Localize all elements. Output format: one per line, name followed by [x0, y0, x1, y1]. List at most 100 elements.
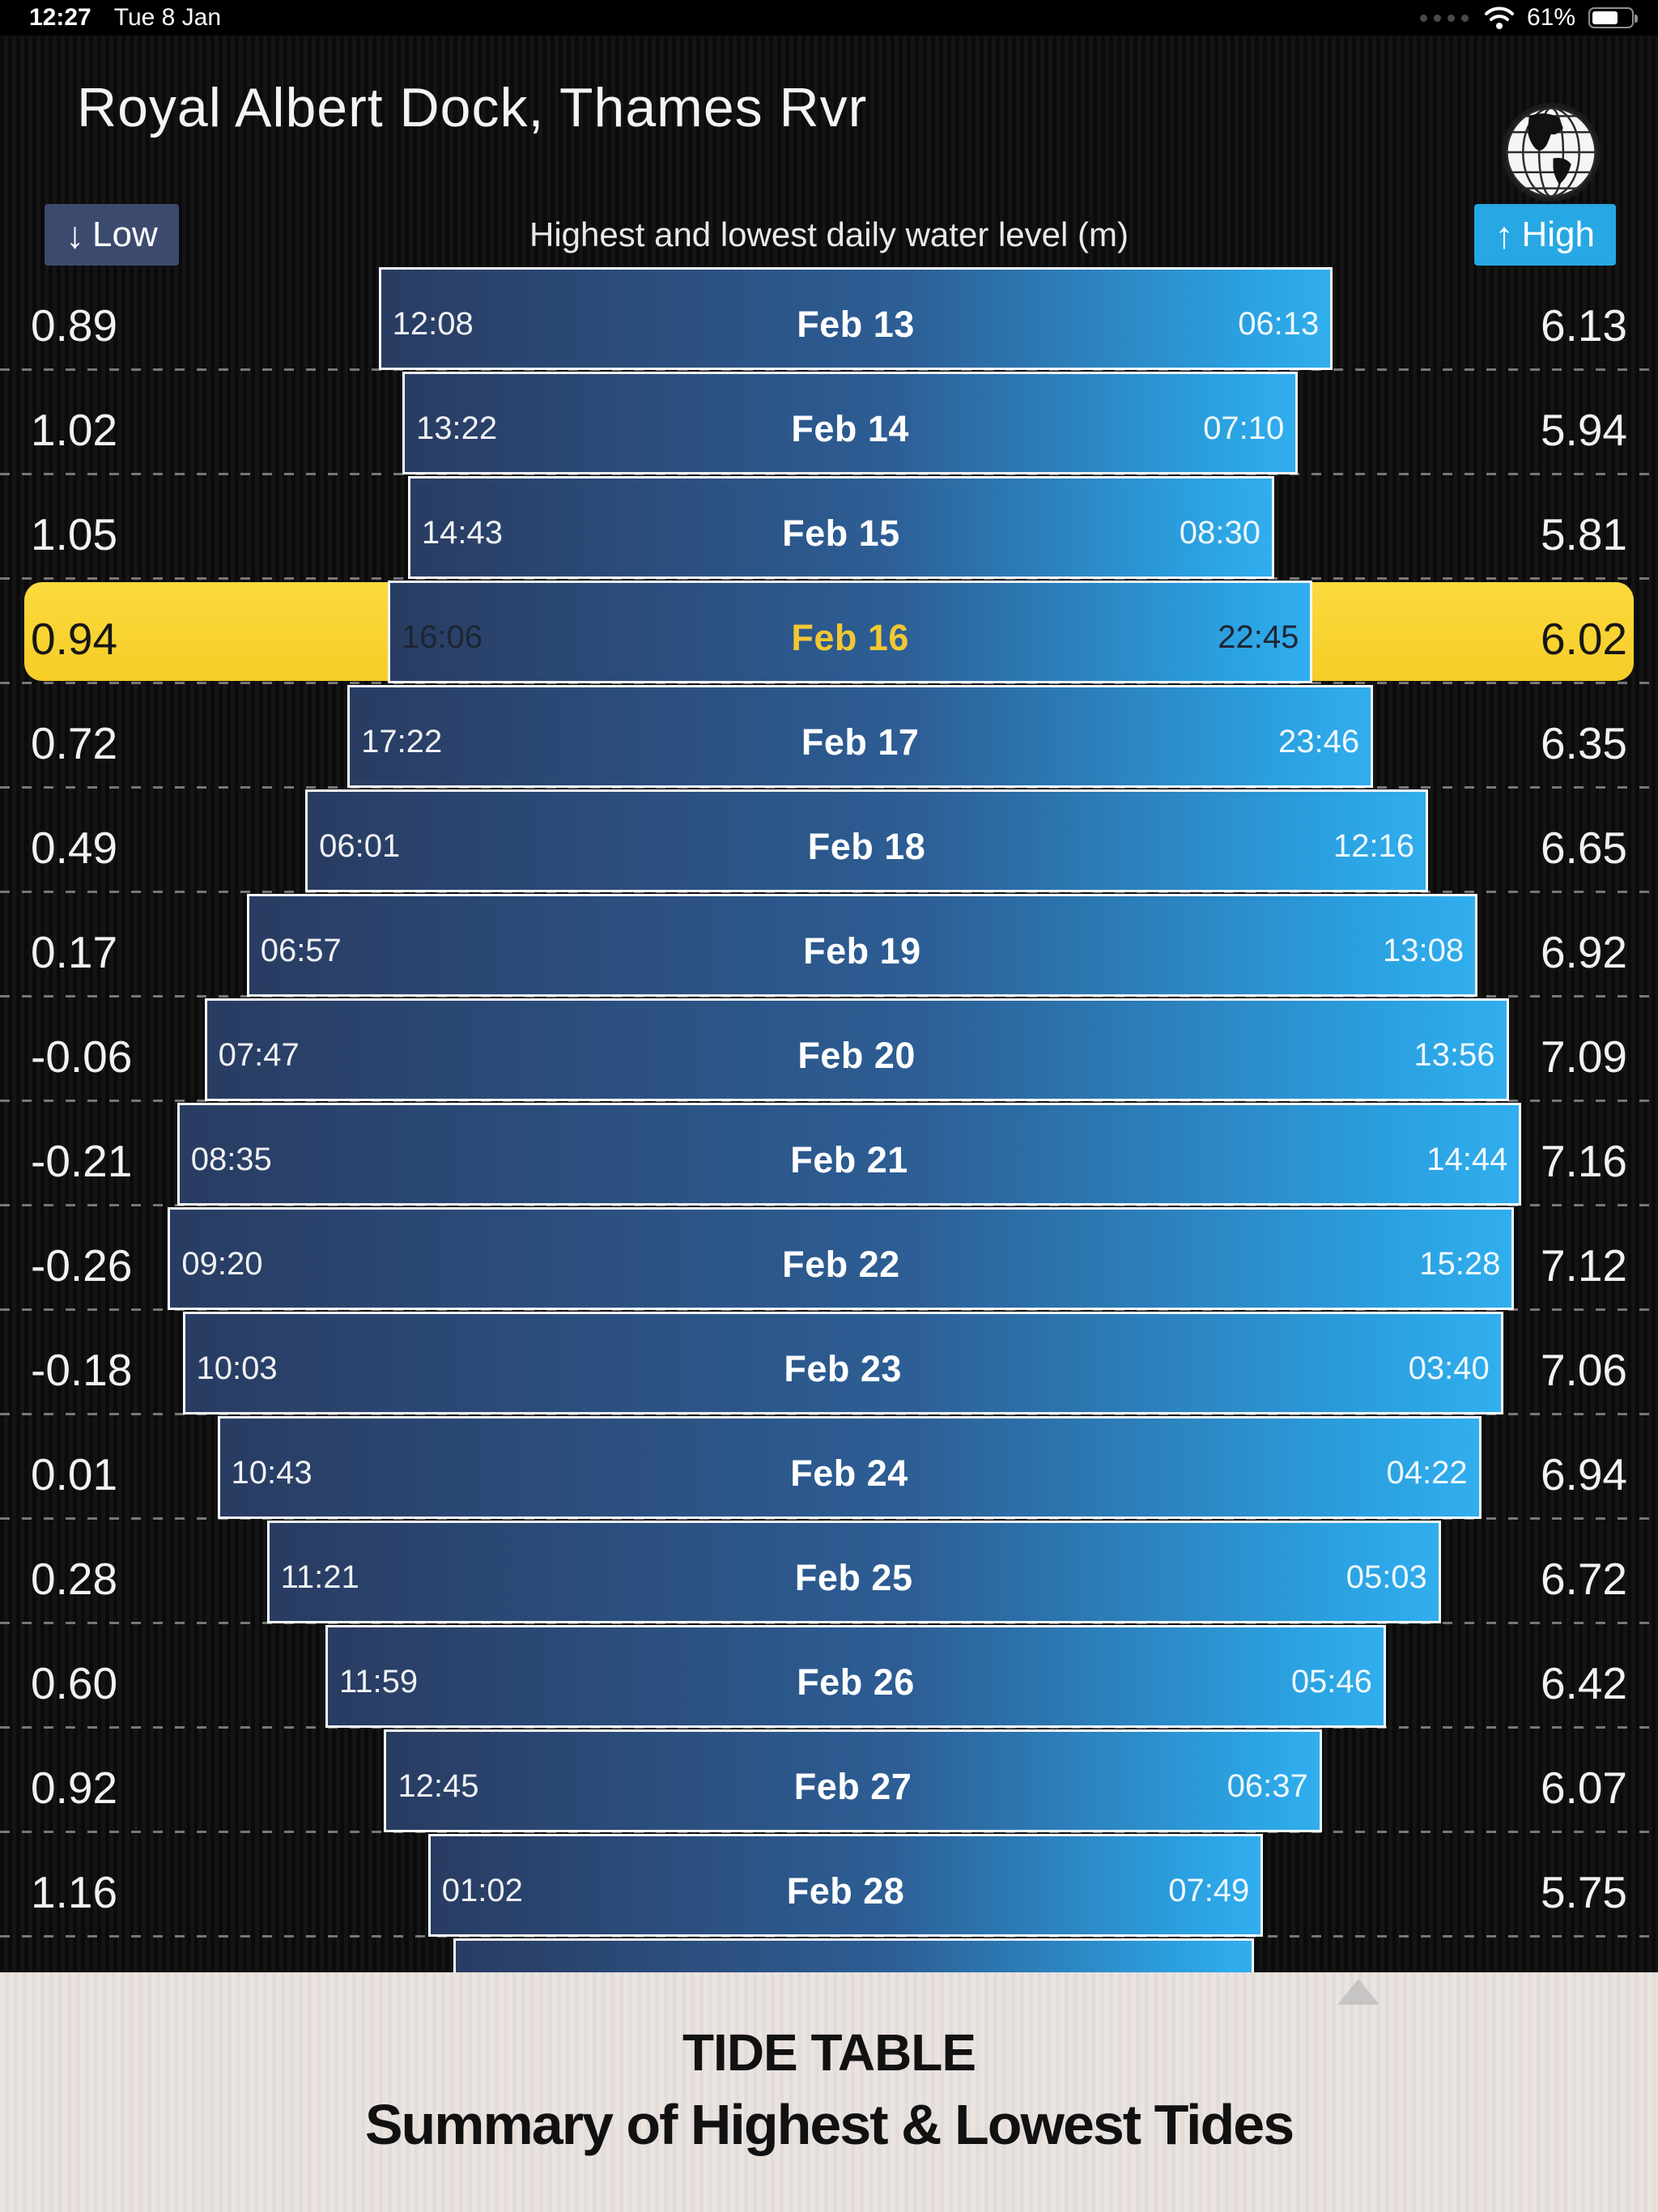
tide-row[interactable]: 09:20 Feb 22 15:28 -0.26 7.12: [0, 1207, 1658, 1312]
tide-range-bar[interactable]: 12:45 Feb 27 06:37: [384, 1729, 1322, 1832]
tide-row[interactable]: 10:03 Feb 23 03:40 -0.18 7.06: [0, 1312, 1658, 1416]
tide-range-bar[interactable]: 07:47 Feb 20 13:56: [204, 998, 1509, 1101]
wifi-icon: [1484, 6, 1514, 29]
high-legend-badge[interactable]: ↑ High: [1473, 204, 1616, 266]
tide-row[interactable]: 12:08 Feb 13 06:13 0.89 6.13: [0, 267, 1658, 372]
low-level-value: 0.17: [31, 926, 118, 977]
tide-row[interactable]: 11:59 Feb 26 05:46 0.60 6.42: [0, 1625, 1658, 1729]
tide-range-bar[interactable]: [453, 1938, 1254, 1972]
tide-range-bar[interactable]: 10:03 Feb 23 03:40: [182, 1312, 1503, 1414]
low-level-value: 1.16: [31, 1866, 118, 1917]
tide-row[interactable]: 10:43 Feb 24 04:22 0.01 6.94: [0, 1416, 1658, 1521]
high-tide-time: 15:28: [1419, 1246, 1501, 1282]
row-date: Feb 13: [797, 303, 915, 345]
row-date: Feb 17: [801, 721, 920, 763]
row-date: Feb 26: [797, 1661, 915, 1703]
high-tide-time: 07:49: [1168, 1873, 1250, 1908]
row-date: [456, 1952, 1252, 1972]
battery-percent: 61%: [1526, 4, 1575, 31]
low-tide-time: 01:02: [441, 1873, 523, 1908]
high-level-value: 5.75: [1540, 1866, 1627, 1917]
low-tide-time: 12:08: [392, 306, 474, 342]
legend-row: ↓ Low Highest and lowest daily water lev…: [0, 204, 1658, 269]
low-tide-time: 11:59: [339, 1664, 419, 1699]
tide-range-bar[interactable]: 17:22 Feb 17 23:46: [347, 685, 1374, 788]
tide-range-bar[interactable]: 11:59 Feb 26 05:46: [325, 1625, 1386, 1728]
low-legend-label: Low: [92, 215, 158, 254]
high-level-value: 6.72: [1540, 1553, 1627, 1604]
low-tide-time: 08:35: [190, 1142, 272, 1177]
page-title: Royal Albert Dock, Thames Rvr: [77, 77, 868, 138]
tide-range-bar[interactable]: 13:22 Feb 14 07:10: [402, 372, 1299, 474]
row-date: Feb 18: [807, 825, 926, 867]
low-level-value: 0.60: [31, 1657, 118, 1708]
battery-icon: [1588, 7, 1638, 28]
low-level-value: 0.01: [31, 1448, 118, 1499]
high-tide-time: 06:37: [1226, 1768, 1308, 1804]
tide-row[interactable]: 07:47 Feb 20 13:56 -0.06 7.09: [0, 998, 1658, 1103]
tide-row[interactable]: 06:01 Feb 18 12:16 0.49 6.65: [0, 789, 1658, 894]
tide-row[interactable]: 14:43 Feb 15 08:30 1.05 5.81: [0, 476, 1658, 581]
status-bar: 12:27 Tue 8 Jan 61%: [0, 0, 1658, 36]
high-tide-time: 23:46: [1278, 724, 1360, 759]
row-date: Feb 21: [790, 1138, 908, 1180]
high-tide-time: 13:56: [1414, 1037, 1495, 1073]
tide-row[interactable]: 11:21 Feb 25 05:03 0.28 6.72: [0, 1521, 1658, 1625]
globe-icon[interactable]: [1501, 102, 1601, 202]
high-tide-time: 08:30: [1179, 515, 1261, 551]
low-legend-badge[interactable]: ↓ Low: [45, 204, 179, 266]
scroll-up-indicator-icon[interactable]: [1337, 1979, 1380, 2005]
low-level-value: -0.18: [31, 1344, 133, 1395]
low-level-value: -0.06: [31, 1031, 133, 1082]
tide-range-bar[interactable]: 10:43 Feb 24 04:22: [217, 1416, 1482, 1519]
tide-range-bar[interactable]: 09:20 Feb 22 15:28: [168, 1207, 1515, 1310]
tide-range-bar[interactable]: 12:08 Feb 13 06:13: [378, 267, 1333, 370]
tide-range-bar[interactable]: 14:43 Feb 15 08:30: [407, 476, 1274, 579]
row-date: Feb 14: [791, 407, 909, 449]
high-tide-time: 07:10: [1203, 410, 1285, 446]
tide-range-bar[interactable]: 01:02 Feb 28 07:49: [427, 1834, 1264, 1937]
tide-row[interactable]: 17:22 Feb 17 23:46 0.72 6.35: [0, 685, 1658, 789]
tide-range-bar[interactable]: 06:57 Feb 19 13:08: [246, 894, 1478, 997]
tide-row[interactable]: 13:22 Feb 14 07:10 1.02 5.94: [0, 372, 1658, 476]
low-level-value: 0.72: [31, 717, 118, 768]
status-date: Tue 8 Jan: [113, 4, 222, 31]
tide-row[interactable]: 08:35 Feb 21 14:44 -0.21 7.16: [0, 1103, 1658, 1207]
tide-range-bar[interactable]: 11:21 Feb 25 05:03: [266, 1521, 1441, 1623]
high-tide-time: 04:22: [1386, 1455, 1468, 1491]
high-tide-time: 14:44: [1426, 1142, 1508, 1177]
high-tide-time: 12:16: [1333, 828, 1414, 864]
high-level-value: 5.94: [1540, 404, 1627, 455]
footer-banner: TIDE TABLE Summary of Highest & Lowest T…: [0, 1972, 1658, 2212]
low-tide-time: 12:45: [397, 1768, 479, 1804]
tide-row[interactable]: 06:57 Feb 19 13:08 0.17 6.92: [0, 894, 1658, 998]
cellular-signal-icon: [1419, 14, 1469, 22]
high-level-value: 6.65: [1540, 822, 1627, 873]
arrow-up-icon: ↑: [1494, 214, 1514, 256]
row-date: Feb 15: [782, 512, 900, 554]
footer-subtitle: Summary of Highest & Lowest Tides: [364, 2093, 1295, 2156]
tide-rows: 12:08 Feb 13 06:13 0.89 6.13 13:22 Feb 1…: [0, 267, 1658, 1972]
high-level-value: 6.13: [1540, 300, 1627, 351]
low-level-value: 0.89: [31, 300, 118, 351]
row-date: Feb 22: [782, 1243, 900, 1285]
high-level-value: 5.81: [1540, 508, 1627, 559]
highlight-chip-right: [1309, 582, 1634, 681]
tide-row[interactable]: [0, 1938, 1658, 1972]
tide-row[interactable]: 16:06 Feb 16 22:45 0.94 6.02: [0, 581, 1658, 685]
low-tide-time: 17:22: [361, 724, 443, 759]
tide-row[interactable]: 12:45 Feb 27 06:37 0.92 6.07: [0, 1729, 1658, 1834]
row-date: Feb 27: [793, 1765, 912, 1807]
high-level-value: 6.42: [1540, 1657, 1627, 1708]
low-tide-time: 06:01: [319, 828, 401, 864]
tide-range-bar[interactable]: 08:35 Feb 21 14:44: [176, 1103, 1522, 1206]
tide-range-bar[interactable]: 06:01 Feb 18 12:16: [305, 789, 1428, 892]
tide-app-surface: Royal Albert Dock, Thames Rvr ↓ Low High…: [0, 36, 1658, 2005]
tide-range-bar[interactable]: 16:06 Feb 16 22:45: [387, 581, 1313, 683]
low-level-value: -0.26: [31, 1240, 133, 1291]
low-tide-time: 07:47: [218, 1037, 300, 1073]
row-date: Feb 16: [791, 616, 909, 658]
tide-row[interactable]: 01:02 Feb 28 07:49 1.16 5.75: [0, 1834, 1658, 1938]
high-tide-time: 05:46: [1290, 1664, 1372, 1699]
